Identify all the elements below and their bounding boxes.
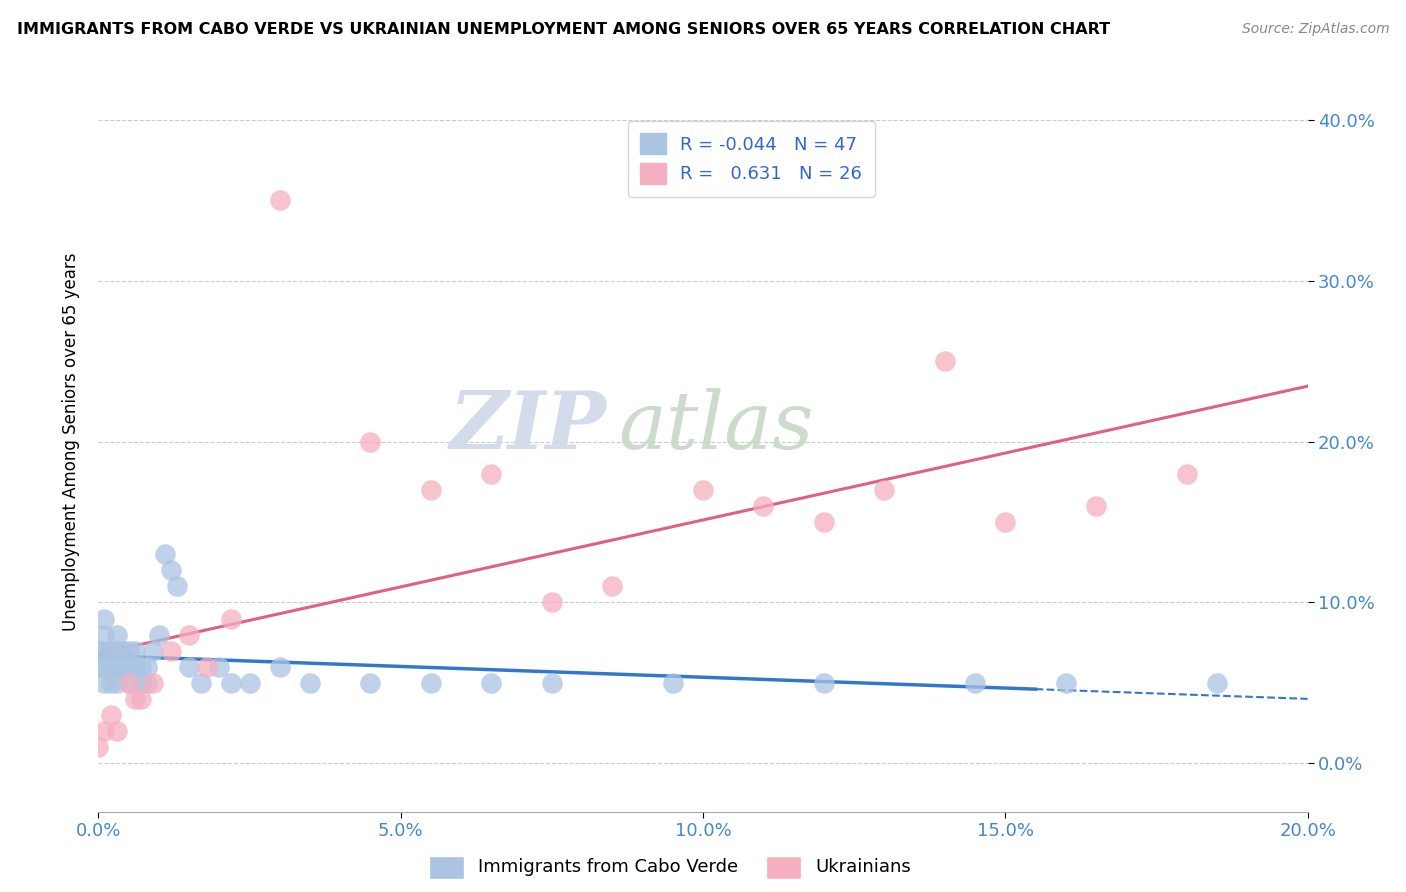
Point bbox=[105, 724, 128, 739]
Point bbox=[195, 660, 218, 674]
Point bbox=[93, 724, 115, 739]
Point bbox=[1085, 499, 1108, 513]
Point bbox=[221, 611, 243, 625]
Point bbox=[87, 644, 110, 658]
Point bbox=[87, 740, 110, 755]
Point bbox=[269, 193, 291, 207]
Point bbox=[602, 579, 624, 593]
Point bbox=[160, 563, 183, 577]
Point bbox=[179, 660, 201, 674]
Point bbox=[142, 644, 165, 658]
Point bbox=[813, 515, 835, 529]
Point bbox=[93, 628, 115, 642]
Point bbox=[752, 499, 775, 513]
Point bbox=[135, 660, 157, 674]
Point bbox=[105, 644, 128, 658]
Point bbox=[142, 676, 165, 690]
Point bbox=[221, 676, 243, 690]
Point bbox=[87, 660, 110, 674]
Point bbox=[118, 660, 141, 674]
Point bbox=[129, 692, 152, 706]
Point bbox=[118, 644, 141, 658]
Point bbox=[269, 660, 291, 674]
Point bbox=[105, 676, 128, 690]
Point bbox=[166, 579, 188, 593]
FancyBboxPatch shape bbox=[429, 856, 464, 879]
Point bbox=[124, 692, 146, 706]
Point bbox=[540, 595, 562, 609]
Point bbox=[93, 611, 115, 625]
Point bbox=[118, 676, 141, 690]
Point bbox=[148, 628, 170, 642]
Point bbox=[160, 644, 183, 658]
Text: IMMIGRANTS FROM CABO VERDE VS UKRAINIAN UNEMPLOYMENT AMONG SENIORS OVER 65 YEARS: IMMIGRANTS FROM CABO VERDE VS UKRAINIAN … bbox=[17, 22, 1109, 37]
Point bbox=[129, 660, 152, 674]
Point bbox=[873, 483, 896, 497]
Point bbox=[420, 676, 443, 690]
Point bbox=[661, 676, 683, 690]
Point bbox=[105, 628, 128, 642]
Point bbox=[692, 483, 714, 497]
Legend: R = -0.044   N = 47, R =   0.631   N = 26: R = -0.044 N = 47, R = 0.631 N = 26 bbox=[627, 120, 875, 196]
Point bbox=[965, 676, 987, 690]
Point bbox=[540, 676, 562, 690]
Point bbox=[934, 354, 956, 368]
Point bbox=[1175, 467, 1198, 481]
Point bbox=[100, 676, 122, 690]
Point bbox=[813, 676, 835, 690]
Point bbox=[208, 660, 231, 674]
Point bbox=[153, 547, 176, 561]
Point bbox=[124, 660, 146, 674]
Point bbox=[93, 660, 115, 674]
Point bbox=[111, 660, 134, 674]
Point bbox=[100, 708, 122, 723]
Text: Ukrainians: Ukrainians bbox=[815, 858, 911, 877]
Point bbox=[1206, 676, 1229, 690]
Point bbox=[100, 660, 122, 674]
Point bbox=[420, 483, 443, 497]
Point bbox=[129, 676, 152, 690]
Point bbox=[93, 644, 115, 658]
Point bbox=[1054, 676, 1077, 690]
Point bbox=[481, 676, 503, 690]
Point bbox=[179, 628, 201, 642]
Point bbox=[93, 676, 115, 690]
Text: ZIP: ZIP bbox=[450, 388, 606, 466]
FancyBboxPatch shape bbox=[766, 856, 801, 879]
Text: atlas: atlas bbox=[619, 388, 814, 466]
Point bbox=[100, 660, 122, 674]
Text: Immigrants from Cabo Verde: Immigrants from Cabo Verde bbox=[478, 858, 738, 877]
Point bbox=[105, 660, 128, 674]
Y-axis label: Unemployment Among Seniors over 65 years: Unemployment Among Seniors over 65 years bbox=[62, 252, 80, 631]
Point bbox=[118, 676, 141, 690]
Point bbox=[299, 676, 322, 690]
Text: Source: ZipAtlas.com: Source: ZipAtlas.com bbox=[1241, 22, 1389, 37]
Point bbox=[124, 644, 146, 658]
Point bbox=[190, 676, 212, 690]
Point bbox=[360, 676, 382, 690]
Point bbox=[100, 644, 122, 658]
Point bbox=[135, 676, 157, 690]
Point bbox=[994, 515, 1017, 529]
Point bbox=[360, 434, 382, 449]
Point bbox=[481, 467, 503, 481]
Point bbox=[239, 676, 262, 690]
Point bbox=[111, 644, 134, 658]
